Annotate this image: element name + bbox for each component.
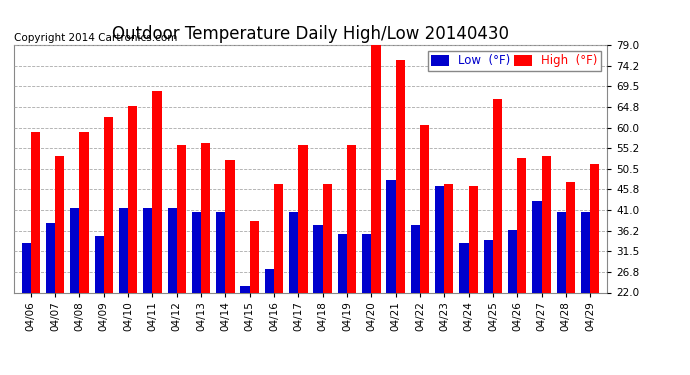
Bar <box>55 156 64 292</box>
Bar <box>79 132 89 292</box>
Bar <box>192 212 201 292</box>
Bar <box>469 186 477 292</box>
Bar <box>323 184 332 292</box>
Bar <box>104 117 113 292</box>
Bar <box>557 212 566 292</box>
Bar <box>337 234 347 292</box>
Bar <box>298 145 308 292</box>
Bar <box>566 182 575 292</box>
Bar <box>152 91 161 292</box>
Bar <box>395 60 405 292</box>
Bar <box>371 45 381 292</box>
Bar <box>386 180 395 292</box>
Title: Outdoor Temperature Daily High/Low 20140430: Outdoor Temperature Daily High/Low 20140… <box>112 26 509 44</box>
Bar <box>119 208 128 292</box>
Bar <box>250 221 259 292</box>
Bar <box>460 243 469 292</box>
Bar <box>46 223 55 292</box>
Bar <box>201 143 210 292</box>
Bar <box>508 230 518 292</box>
Bar <box>289 212 298 292</box>
Bar <box>177 145 186 292</box>
Bar <box>144 208 152 292</box>
Bar <box>226 160 235 292</box>
Legend: Low  (°F), High  (°F): Low (°F), High (°F) <box>428 51 601 71</box>
Bar <box>420 125 429 292</box>
Bar <box>581 212 590 292</box>
Bar <box>493 99 502 292</box>
Bar <box>444 184 453 292</box>
Bar <box>590 164 600 292</box>
Bar <box>31 132 40 292</box>
Bar <box>240 286 250 292</box>
Bar <box>216 212 226 292</box>
Bar <box>265 268 274 292</box>
Bar <box>532 201 542 292</box>
Bar <box>168 208 177 292</box>
Text: Copyright 2014 Cartronics.com: Copyright 2014 Cartronics.com <box>14 33 177 42</box>
Bar <box>411 225 420 292</box>
Bar <box>362 234 371 292</box>
Bar <box>347 145 356 292</box>
Bar <box>274 184 284 292</box>
Bar <box>518 158 526 292</box>
Bar <box>435 186 444 292</box>
Bar <box>313 225 323 292</box>
Bar <box>21 243 31 292</box>
Bar <box>542 156 551 292</box>
Bar <box>70 208 79 292</box>
Bar <box>95 236 103 292</box>
Bar <box>484 240 493 292</box>
Bar <box>128 106 137 292</box>
